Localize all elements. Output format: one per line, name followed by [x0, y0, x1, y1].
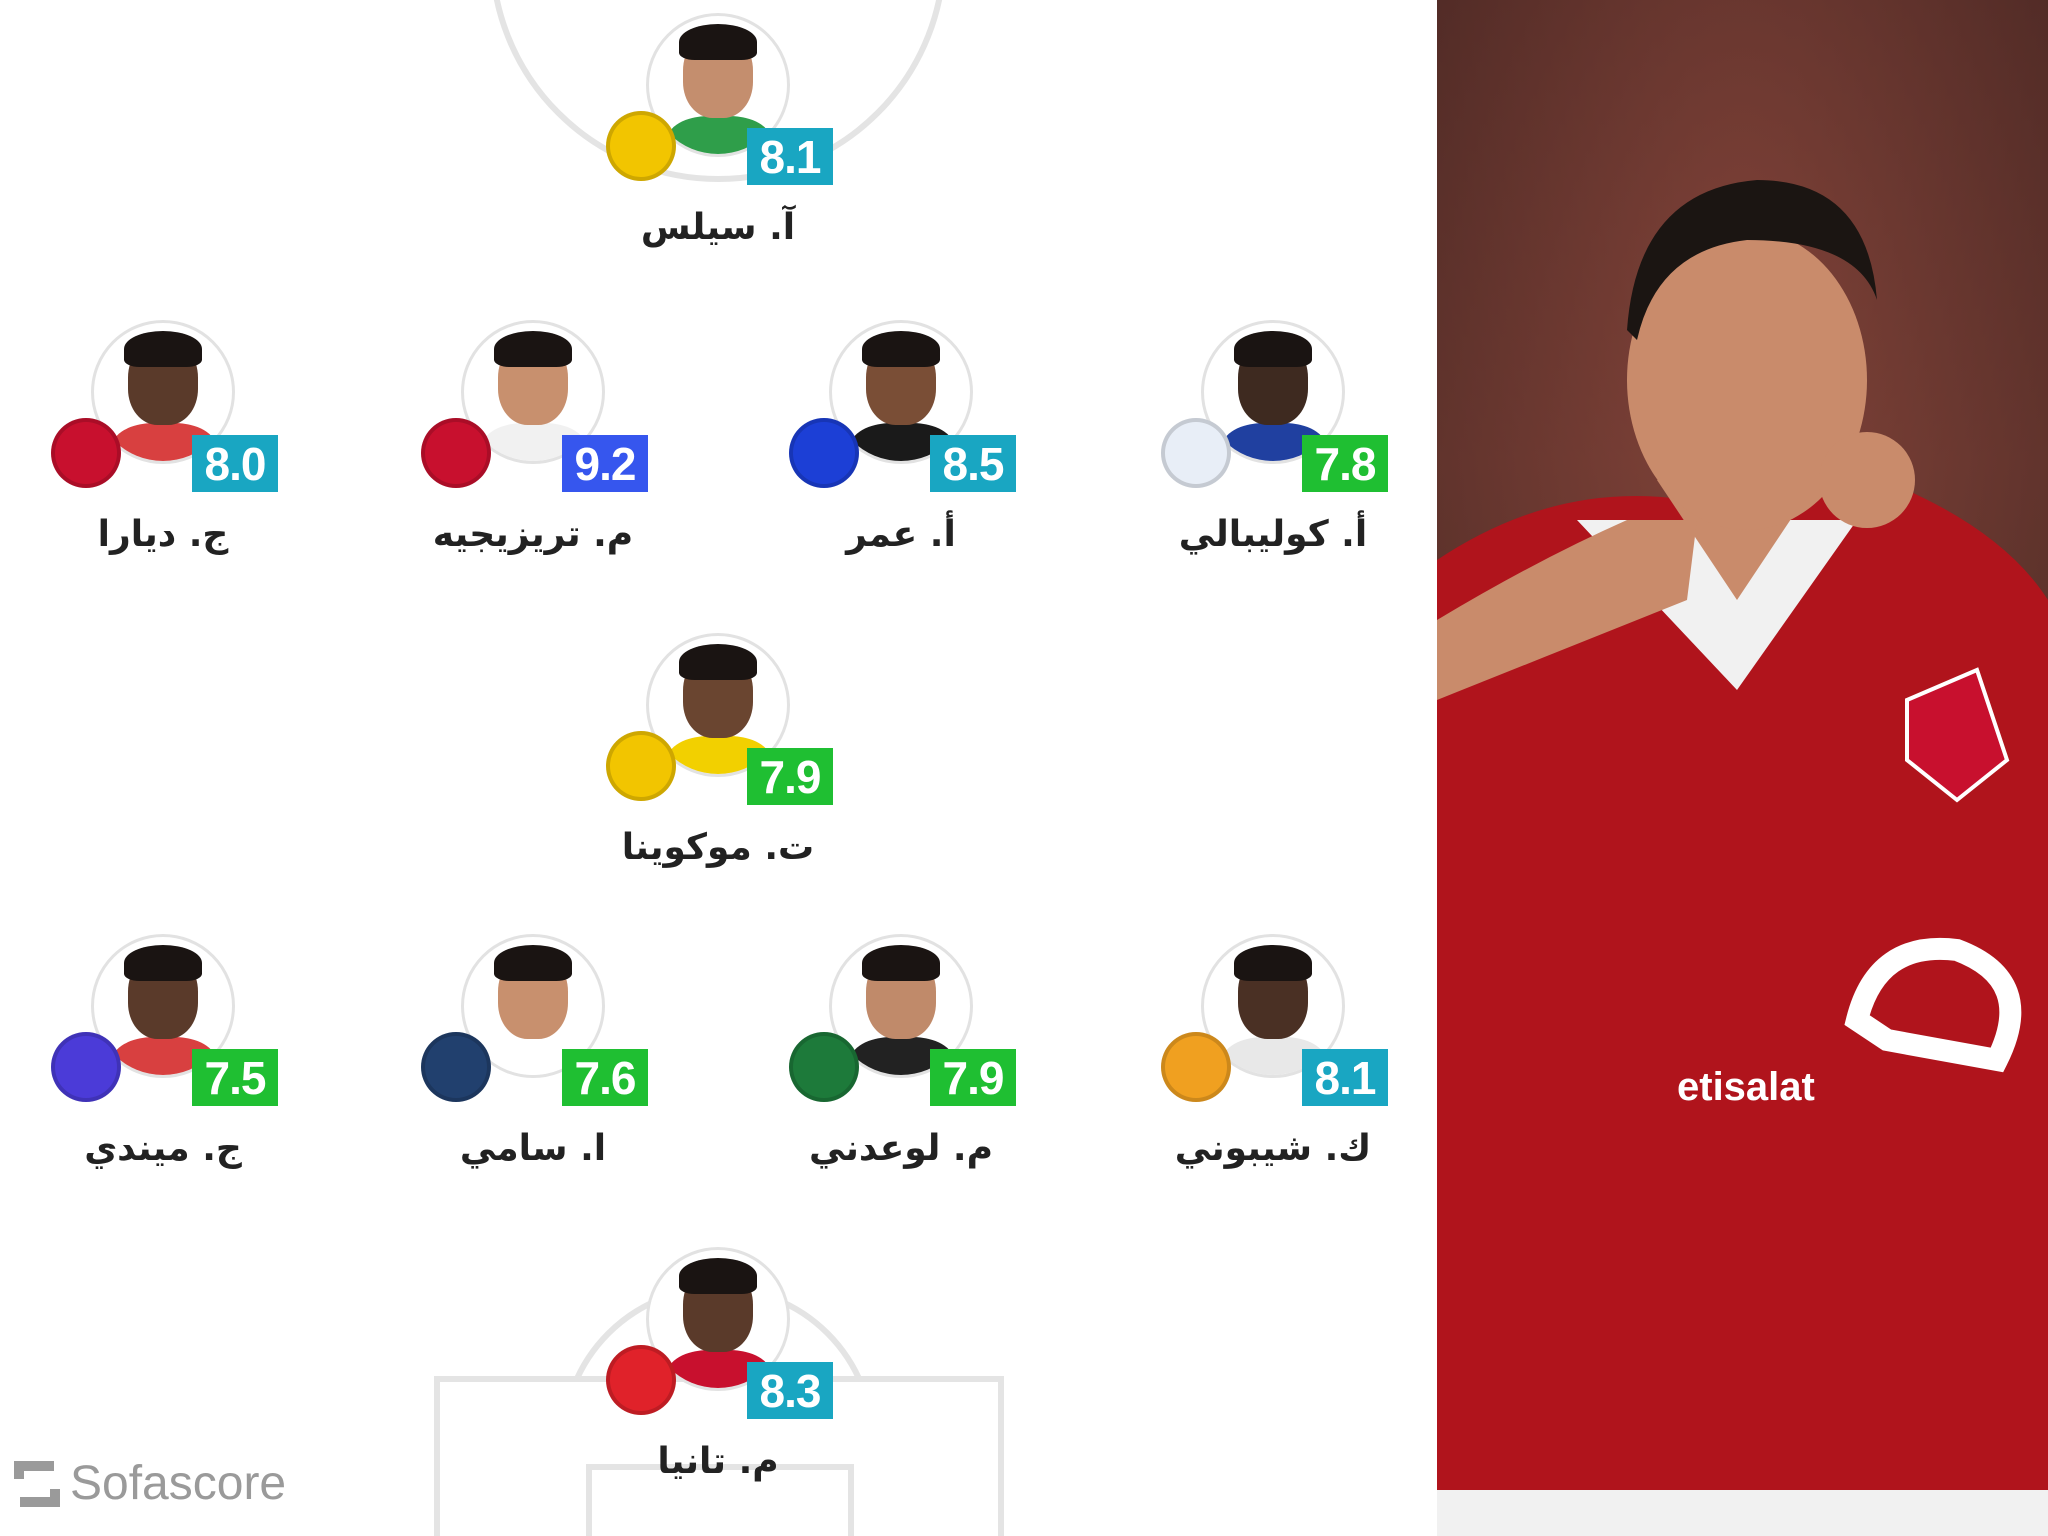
player-name[interactable]: أ. كوليبالي [1178, 514, 1368, 555]
player-celebration-image: etisalat [1437, 0, 2048, 1536]
sofascore-logo-icon [14, 1460, 60, 1507]
club-logo-icon [1161, 1032, 1231, 1102]
rating-badge: 7.5 [192, 1049, 278, 1106]
rating-badge: 9.2 [562, 435, 648, 492]
club-logo-icon [51, 418, 121, 488]
player-name[interactable]: ك. شيبوني [1174, 1128, 1372, 1169]
player-name[interactable]: أ. عمر [846, 514, 956, 555]
club-logo-icon [421, 418, 491, 488]
rating-badge: 7.9 [747, 748, 833, 805]
svg-text:etisalat: etisalat [1677, 1065, 1815, 1109]
rating-badge: 8.1 [747, 128, 833, 185]
player-name[interactable]: م. لوعدني [808, 1128, 993, 1169]
club-logo-icon [1161, 418, 1231, 488]
player-name[interactable]: ج. ديارا [97, 514, 229, 555]
sofascore-brand: Sofascore [14, 1456, 286, 1511]
lineup-pitch: 8.1 آ. سيلس 8.0 ج. ديارا 9.2 م. تريزيجيه… [14, 0, 1388, 1536]
club-logo-icon [606, 111, 676, 181]
rating-badge: 8.0 [192, 435, 278, 492]
player-name[interactable]: ا. سامي [459, 1128, 607, 1169]
club-logo-icon [789, 418, 859, 488]
club-logo-icon [421, 1032, 491, 1102]
player-name[interactable]: ج. ميندي [84, 1128, 242, 1169]
club-logo-icon [606, 1345, 676, 1415]
brand-name: Sofascore [70, 1457, 287, 1510]
rating-badge: 8.5 [930, 435, 1016, 492]
player-name[interactable]: م. تانيا [657, 1441, 779, 1482]
player-name[interactable]: آ. سيلس [640, 207, 796, 248]
featured-player-photo: etisalat [1437, 0, 2048, 1536]
rating-badge: 7.6 [562, 1049, 648, 1106]
club-logo-icon [51, 1032, 121, 1102]
rating-badge: 7.9 [930, 1049, 1016, 1106]
club-logo-icon [789, 1032, 859, 1102]
player-name[interactable]: م. تريزيجيه [432, 514, 634, 555]
club-logo-icon [606, 731, 676, 801]
rating-badge: 8.1 [1302, 1049, 1388, 1106]
rating-badge: 8.3 [747, 1362, 833, 1419]
goal-area [586, 1464, 854, 1536]
rating-badge: 7.8 [1302, 435, 1388, 492]
player-name[interactable]: ت. موكوينا [621, 827, 815, 868]
